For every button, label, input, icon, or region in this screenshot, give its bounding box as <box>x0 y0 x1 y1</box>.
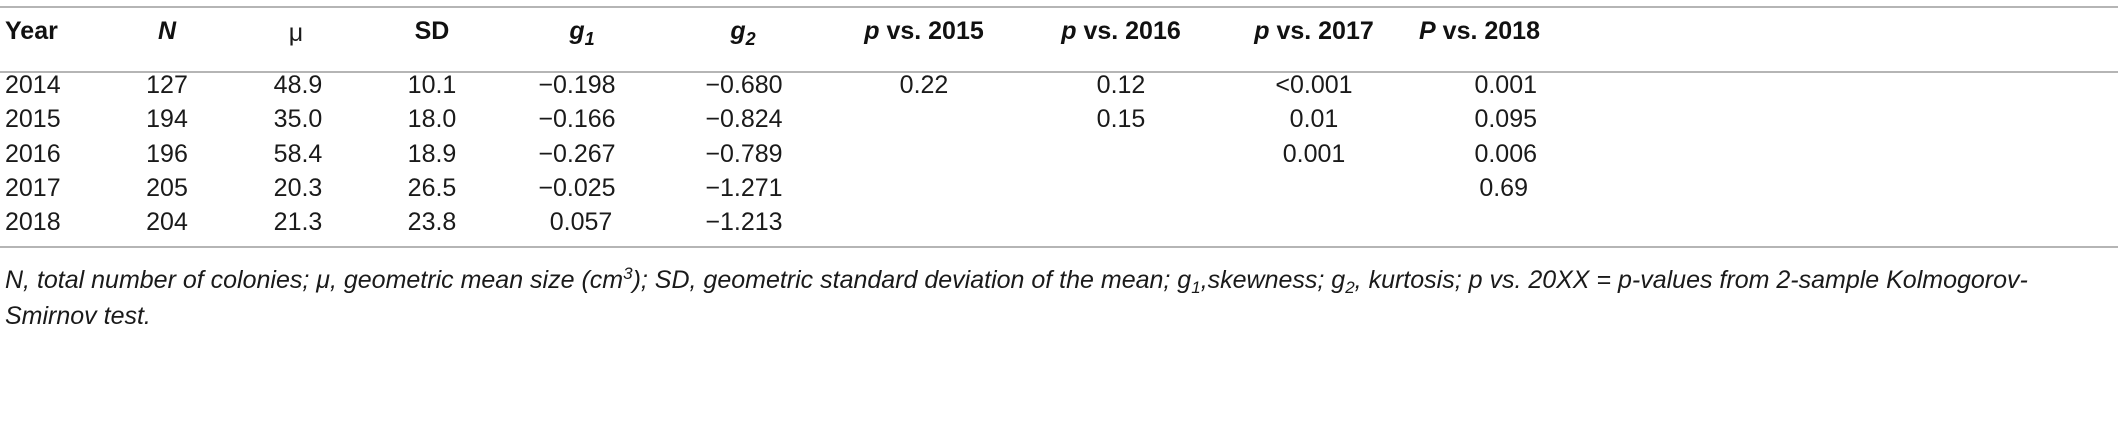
cell-g2: −1.271 <box>705 174 783 202</box>
cell-year: 2015 <box>5 105 61 133</box>
table-top-rule <box>0 6 2118 8</box>
header-mu: μ <box>288 19 304 47</box>
cell-year: 2016 <box>5 140 61 168</box>
cell-n: 205 <box>146 174 188 202</box>
cell-g1: −0.166 <box>538 105 616 133</box>
cell-mu: 21.3 <box>273 208 323 236</box>
cell-g2: −0.824 <box>705 105 783 133</box>
cell-p-vs-2016: 0.15 <box>1096 105 1146 133</box>
header-n: N <box>157 17 177 45</box>
cell-year: 2018 <box>5 208 61 236</box>
cell-n: 196 <box>146 140 188 168</box>
cell-mu: 58.4 <box>273 140 323 168</box>
cell-p-vs-2018: 0.001 <box>1474 71 1537 99</box>
cell-sd: 26.5 <box>407 174 457 202</box>
table-header-rule <box>0 71 2118 73</box>
header-p-vs-2015: p vs. 2015 <box>864 17 984 45</box>
cell-n: 194 <box>146 105 188 133</box>
cell-p-vs-2018: 0.69 <box>1479 174 1528 202</box>
cell-g1: 0.057 <box>549 208 613 236</box>
header-p-vs-2018: P vs. 2018 <box>1419 17 1540 45</box>
header-p-vs-2016: p vs. 2016 <box>1061 17 1181 45</box>
cell-g2: −0.789 <box>705 140 783 168</box>
header-year: Year <box>5 17 58 45</box>
cell-p-vs-2018: 0.006 <box>1474 140 1537 168</box>
cell-g2: −0.680 <box>705 71 783 99</box>
cell-p-vs-2016: 0.12 <box>1096 71 1146 99</box>
cell-sd: 18.9 <box>407 140 457 168</box>
cell-p-vs-2017: 0.01 <box>1289 105 1339 133</box>
table-bottom-rule <box>0 246 2118 248</box>
cell-p-vs-2017: <0.001 <box>1275 71 1353 99</box>
cell-g1: −0.198 <box>538 71 616 99</box>
header-g1: g1 <box>569 17 595 49</box>
cell-mu: 20.3 <box>273 174 323 202</box>
cell-sd: 10.1 <box>407 71 457 99</box>
cell-sd: 18.0 <box>407 105 457 133</box>
cell-g1: −0.025 <box>538 174 616 202</box>
cell-sd: 23.8 <box>407 208 457 236</box>
cell-year: 2017 <box>5 174 61 202</box>
cell-n: 127 <box>146 71 188 99</box>
cell-p-vs-2017: 0.001 <box>1282 140 1346 168</box>
header-g2: g2 <box>730 17 756 49</box>
cell-mu: 48.9 <box>273 71 323 99</box>
cell-p-vs-2015: 0.22 <box>899 71 949 99</box>
cell-mu: 35.0 <box>273 105 323 133</box>
cell-p-vs-2018: 0.095 <box>1474 105 1537 133</box>
cell-year: 2014 <box>5 71 61 99</box>
header-sd: SD <box>414 17 450 45</box>
table-footnote: N, total number of colonies; μ, geometri… <box>5 264 2028 330</box>
cell-g1: −0.267 <box>538 140 616 168</box>
header-p-vs-2017: p vs. 2017 <box>1254 17 1374 45</box>
cell-g2: −1.213 <box>705 208 783 236</box>
cell-n: 204 <box>146 208 188 236</box>
